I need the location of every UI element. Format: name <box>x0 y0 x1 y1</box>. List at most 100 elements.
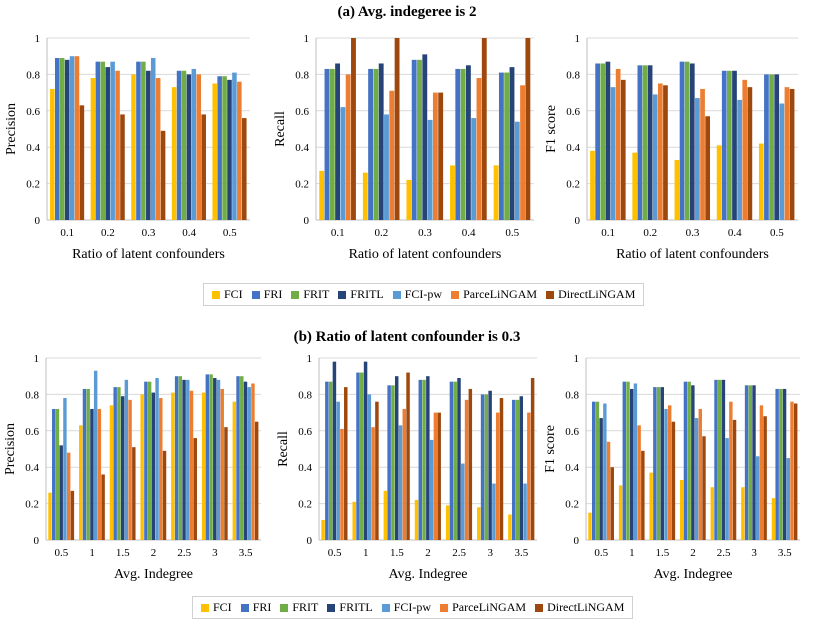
bar-fri <box>622 381 626 540</box>
x-tick-label: 2 <box>425 547 431 559</box>
bar-frit <box>373 68 379 220</box>
y-tick-label: 0 <box>307 535 313 547</box>
chart-4: 0 0.2 0.4 0.6 0.8 1 0.5 1 1.5 2 2.5 3 3.5 Avg. Indegr… <box>276 353 537 582</box>
bar-fci <box>171 87 177 220</box>
bar-fci-pw <box>756 456 760 540</box>
bar-frit <box>642 65 648 220</box>
bar-fci-pw <box>664 408 668 540</box>
bar-fci <box>716 145 722 220</box>
bar-fritl <box>599 418 603 540</box>
bar-fci-pw <box>191 68 197 220</box>
bar-fri <box>498 72 504 220</box>
x-tick-label: 0.3 <box>686 227 700 239</box>
bar-fci <box>109 405 114 540</box>
bar-directlingam <box>641 450 645 540</box>
y-tick-label: 0.4 <box>295 142 309 154</box>
bar-fri <box>592 401 596 540</box>
y-tick-label: 0.6 <box>298 426 312 438</box>
bar-fci-pw <box>429 439 434 540</box>
legend-item-b-1: FRI <box>240 600 271 615</box>
bar-parcelingam <box>128 399 132 540</box>
bar-parcelingam <box>759 405 764 540</box>
bar-fci-pw <box>69 56 75 221</box>
x-tick-label: 0.3 <box>142 227 156 239</box>
legend-label: FRIT <box>303 287 330 301</box>
bar-frit <box>209 374 213 540</box>
bar-directlingam <box>242 118 247 220</box>
bar-directlingam <box>671 421 676 540</box>
bar-fri <box>368 68 374 220</box>
bar-fci-pw <box>514 121 520 220</box>
bar-fritl <box>509 67 515 221</box>
bar-fci-pw <box>652 94 658 220</box>
bar-directlingam <box>120 114 125 220</box>
chart-3: 0 0.2 0.4 0.6 0.8 1 0.5 1 1.5 2 2.5 3 3.5 Avg. Indegr… <box>3 353 261 582</box>
bar-parcelingam <box>74 56 80 221</box>
bar-fci <box>212 83 217 220</box>
bar-fci <box>758 143 764 220</box>
legend-label: FCI-pw <box>393 600 432 614</box>
bar-directlingam <box>530 378 535 540</box>
y-tick-label: 0.8 <box>25 389 39 401</box>
bar-parcelingam <box>237 81 242 221</box>
bar-parcelingam <box>97 408 102 540</box>
legend-label: FRITL <box>339 600 373 614</box>
bar-fci-pw <box>124 379 129 540</box>
bar-frit <box>141 61 146 220</box>
y-tick-label: 1 <box>574 353 580 365</box>
x-tick-label: 0.5 <box>54 547 68 559</box>
bar-fri <box>95 61 101 220</box>
bar-frit <box>453 381 457 540</box>
bar-directlingam <box>406 372 410 540</box>
bar-fritl <box>213 378 217 540</box>
legend-swatch <box>440 603 449 612</box>
x-tick-label: 0.2 <box>643 227 657 239</box>
y-axis-title: Precision <box>4 103 19 155</box>
bar-fci-pw <box>367 394 372 540</box>
bar-frit <box>181 70 187 220</box>
bar-frit <box>504 72 510 220</box>
x-axis-title: Avg. Indegree <box>653 567 732 582</box>
bar-frit <box>329 68 335 220</box>
bar-parcelingam <box>527 412 531 540</box>
bar-fritl <box>752 385 756 540</box>
bar-fri <box>324 68 330 220</box>
x-tick-label: 2.5 <box>717 547 731 559</box>
bar-fci <box>674 159 680 220</box>
bar-parcelingam <box>251 383 255 540</box>
bar-fri <box>144 381 148 540</box>
bar-directlingam <box>705 116 711 220</box>
x-tick-label: 0.1 <box>601 227 615 239</box>
bar-fci-pw <box>610 87 616 220</box>
bar-directlingam <box>763 416 767 540</box>
bar-fci-pw <box>110 61 115 220</box>
bar-fri <box>174 376 179 540</box>
x-axis-title: Ratio of latent confounders <box>616 247 769 262</box>
bar-fci <box>232 401 237 540</box>
bar-frit <box>779 388 783 540</box>
x-tick-label: 0.5 <box>328 547 342 559</box>
bar-frit <box>727 70 732 220</box>
bar-fritl <box>151 392 156 540</box>
legend-item-a-1: FRI <box>251 287 282 302</box>
bar-fci-pw <box>492 483 496 540</box>
bar-fci-pw <box>155 378 159 540</box>
bar-fritl <box>394 376 399 540</box>
bar-directlingam <box>438 92 444 220</box>
x-tick-label: 3 <box>751 547 757 559</box>
legend-a: FCI FRI FRIT FRITL FCI-pw ParceLiNGAM DirectLi… <box>203 283 645 306</box>
bar-fci <box>450 165 455 220</box>
bar-fri <box>480 394 485 540</box>
bar-parcelingam <box>790 401 794 540</box>
bar-fci-pw <box>186 379 190 540</box>
bar-frit <box>515 399 520 540</box>
bar-parcelingam <box>464 399 469 540</box>
legend-swatch <box>212 290 220 299</box>
x-axis-title: Avg. Indegree <box>388 567 467 582</box>
bar-parcelingam <box>159 398 163 540</box>
bar-parcelingam <box>700 88 705 221</box>
x-tick-label: 0.5 <box>223 227 237 239</box>
y-tick-label: 0.4 <box>25 462 39 474</box>
bar-directlingam <box>79 105 85 220</box>
